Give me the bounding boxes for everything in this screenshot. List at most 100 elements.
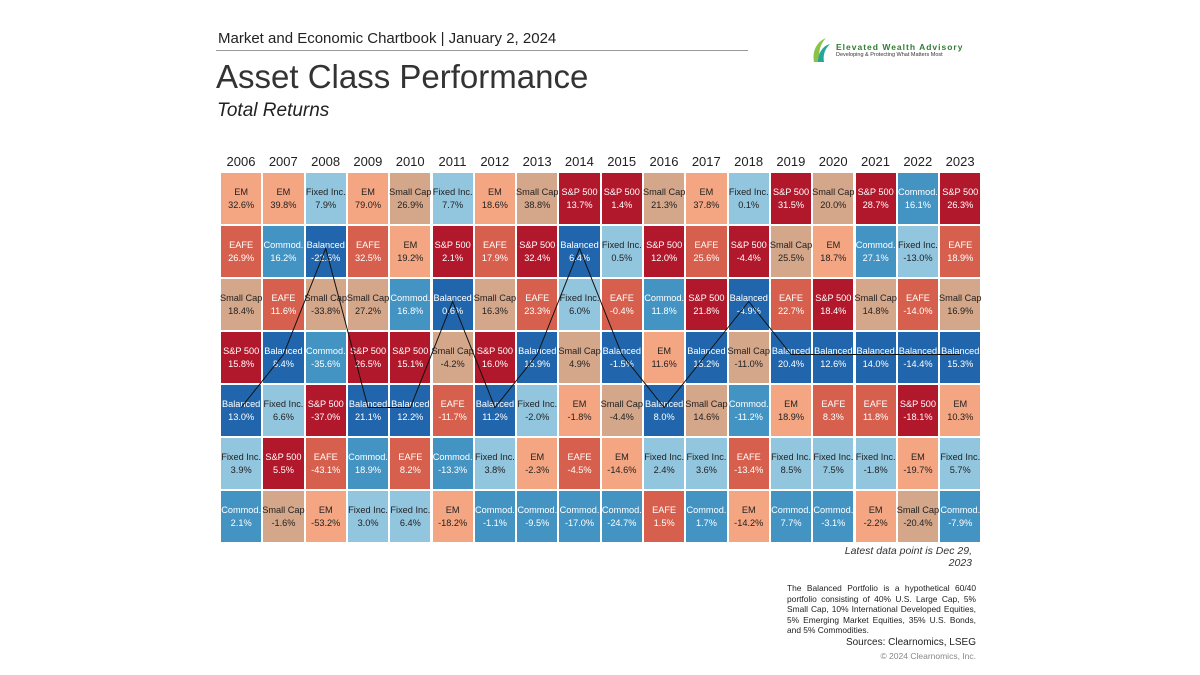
return-value: 6.6% — [272, 411, 294, 422]
return-cell: S&P 500 16.0% — [473, 331, 517, 384]
return-cell: EM -1.8% — [558, 384, 601, 437]
return-cell: S&P 500 1.4% — [600, 172, 643, 225]
return-cell: Commod. -11.2% — [727, 384, 770, 437]
asset-label: EM — [953, 398, 968, 409]
return-value: 22.7% — [778, 305, 805, 316]
asset-label: Small Cap — [431, 345, 474, 356]
return-value: 32.6% — [228, 199, 255, 210]
return-value: 7.9% — [315, 199, 337, 210]
asset-label: Small Cap — [473, 292, 517, 303]
return-value: 17.9% — [481, 252, 508, 263]
asset-label: EAFE — [525, 292, 550, 303]
asset-label: Commod. — [813, 504, 854, 515]
asset-label: EM — [784, 398, 798, 409]
return-cell: Fixed Inc. -2.0% — [516, 384, 559, 437]
return-value: -4.4% — [609, 411, 634, 422]
return-value: -0.4% — [609, 305, 634, 316]
asset-label: Small Cap — [558, 345, 601, 356]
return-cell: S&P 500 18.4% — [812, 278, 855, 331]
return-cell: EM 18.9% — [769, 384, 813, 437]
asset-label: Fixed Inc. — [432, 186, 473, 197]
return-cell: Commod. 16.8% — [389, 278, 432, 331]
return-value: 14.0% — [862, 358, 889, 369]
year-label: 2017 — [691, 154, 721, 169]
return-cell: Balanced 12.6% — [812, 331, 855, 384]
return-cell: Small Cap -1.6% — [262, 490, 305, 543]
asset-label: EAFE — [356, 239, 381, 250]
return-cell: EM 18.6% — [473, 172, 517, 225]
return-cell: EAFE 8.3% — [812, 384, 855, 437]
return-cell: S&P 500 26.5% — [346, 331, 390, 384]
return-value: -22.5% — [311, 252, 341, 263]
asset-label: Balanced — [221, 398, 261, 409]
return-cell: Fixed Inc. 3.8% — [473, 437, 517, 490]
return-value: -11.0% — [734, 358, 763, 369]
return-value: 1.5% — [653, 517, 675, 528]
return-value: 38.8% — [524, 199, 551, 210]
return-value: 13.0% — [228, 411, 255, 422]
return-value: 32.4% — [524, 252, 551, 263]
asset-label: Small Cap — [516, 186, 559, 197]
return-value: 26.5% — [355, 358, 382, 369]
return-cell: EAFE 25.6% — [685, 225, 728, 278]
return-value: -14.6% — [607, 464, 637, 475]
return-cell: Commod. 18.9% — [346, 437, 390, 490]
asset-label: Commod. — [221, 504, 262, 515]
return-value: 16.8% — [397, 305, 424, 316]
year-label: 2009 — [353, 154, 383, 169]
asset-label: Small Cap — [685, 398, 728, 409]
asset-label: Small Cap — [642, 186, 686, 197]
brand-tagline: Developing & Protecting What Matters Mos… — [836, 52, 943, 58]
return-value: -13.0% — [903, 252, 933, 263]
return-cell: Commod. 16.1% — [896, 172, 940, 225]
asset-label: Fixed Inc. — [390, 504, 431, 515]
return-cell: EAFE -11.7% — [431, 384, 474, 437]
return-cell: EAFE 1.5% — [643, 490, 686, 543]
asset-label: Small Cap — [219, 292, 263, 303]
return-cell: Balanced 21.1% — [346, 384, 390, 437]
return-cell: S&P 500 5.5% — [262, 437, 305, 490]
return-value: 3.8% — [484, 464, 506, 475]
return-value: 7.7% — [780, 517, 802, 528]
asset-label: Commod. — [644, 292, 685, 303]
balanced-portfolio-note: The Balanced Portfolio is a hypothetical… — [787, 583, 976, 635]
return-value: -14.4% — [903, 358, 933, 369]
year-label: 2014 — [564, 154, 594, 169]
asset-label: EM — [657, 345, 672, 356]
return-value: 8.2% — [399, 464, 421, 475]
asset-label: EM — [403, 239, 418, 250]
return-cell: Small Cap -11.0% — [728, 331, 770, 384]
asset-label: Small Cap — [896, 504, 940, 515]
asset-label: EAFE — [948, 239, 973, 250]
return-cell: Fixed Inc. 0.5% — [600, 225, 643, 278]
return-value: 18.9% — [947, 252, 974, 263]
return-value: 12.2% — [397, 411, 424, 422]
asset-label: EAFE — [313, 451, 338, 462]
asset-label: Fixed Inc. — [898, 239, 938, 250]
return-cell: Fixed Inc. 8.5% — [769, 437, 813, 490]
return-cell: Fixed Inc. 7.5% — [812, 437, 855, 490]
asset-label: S&P 500 — [899, 398, 936, 409]
return-value: -4.9% — [736, 305, 761, 316]
return-value: 1.4% — [611, 199, 633, 210]
return-cell: EM -2.3% — [516, 437, 559, 490]
return-value: 26.9% — [228, 252, 255, 263]
return-value: 14.6% — [693, 411, 720, 422]
asset-label: Balanced — [391, 398, 430, 409]
asset-label: EM — [826, 239, 841, 250]
return-value: 1.7% — [695, 517, 717, 528]
asset-label: S&P 500 — [434, 239, 471, 250]
return-cell: S&P 500 13.7% — [558, 172, 601, 225]
chart-title: Asset Class Performance — [216, 58, 589, 95]
return-value: 0.5% — [611, 252, 633, 263]
return-value: 8.4% — [272, 358, 294, 369]
asset-label: EAFE — [863, 398, 888, 409]
asset-label: S&P 500 — [349, 345, 387, 356]
asset-label: EAFE — [905, 292, 930, 303]
return-cell: EM -18.2% — [431, 490, 474, 543]
return-cell: Small Cap -4.4% — [601, 384, 643, 437]
return-cell: Fixed Inc. 7.9% — [304, 172, 347, 225]
return-value: 15.9% — [524, 358, 551, 369]
return-value: 15.2% — [693, 358, 720, 369]
asset-label: Commod. — [559, 504, 600, 515]
